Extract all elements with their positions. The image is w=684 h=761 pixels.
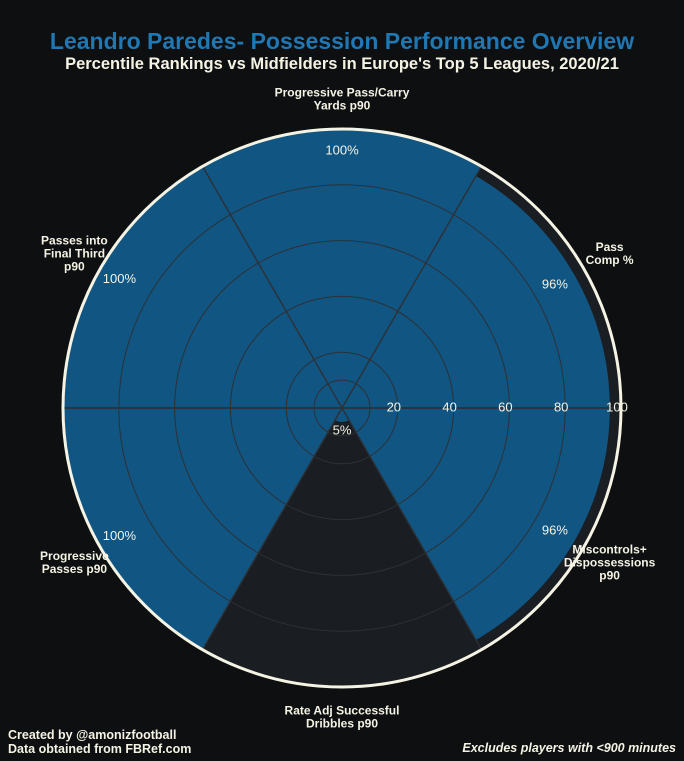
- value-label-5: 100%: [103, 271, 137, 286]
- category-label-3: Rate Adj Successful Dribbles p90: [285, 704, 400, 731]
- spoke-2: [341, 407, 483, 650]
- radial-tick-40: 40: [442, 399, 456, 414]
- category-label-line: Rate Adj Successful: [285, 704, 400, 718]
- footer-credits: Created by @amonizfootball Data obtained…: [8, 728, 191, 756]
- category-label-line: Dribbles p90: [306, 717, 378, 731]
- bar-2: [342, 408, 610, 640]
- bar-5: [63, 166, 342, 408]
- bar-3: [335, 408, 349, 422]
- category-label-line: Final Third: [44, 247, 105, 261]
- radial-tick-80: 80: [554, 399, 568, 414]
- category-label-line: p90: [64, 260, 85, 274]
- category-label-line: Progressive Pass/Carry: [275, 86, 410, 100]
- radial-tick-20: 20: [387, 399, 401, 414]
- spoke-3: [201, 407, 343, 650]
- value-label-1: 96%: [542, 277, 568, 292]
- footer-note: Excludes players with <900 minutes: [462, 741, 676, 755]
- chart-title: Leandro Paredes- Possession Performance …: [49, 28, 635, 54]
- radial-tick-100: 100: [606, 399, 628, 414]
- category-label-line: Miscontrols+: [572, 543, 646, 557]
- category-label-0: Progressive Pass/Carry Yards p90: [275, 86, 410, 113]
- category-label-line: Dispossessions: [564, 556, 656, 570]
- category-label-1: Pass Comp %: [586, 240, 634, 267]
- outer-ring: [61, 127, 623, 689]
- spoke-0: [341, 166, 483, 409]
- value-label-0: 100%: [325, 142, 359, 157]
- category-label-line: Progressive: [40, 549, 109, 563]
- bar-4: [63, 408, 342, 650]
- bar-0: [202, 129, 482, 408]
- category-label-5: Passes into Final Third p90: [41, 234, 108, 274]
- category-label-4: Progressive Passes p90: [40, 549, 109, 576]
- chart-subtitle: Percentile Rankings vs Midfielders in Eu…: [65, 55, 619, 73]
- value-label-4: 100%: [103, 528, 137, 543]
- category-label-2: Miscontrols+ Dispossessions p90: [564, 543, 656, 583]
- bar-1: [342, 176, 610, 408]
- spoke-5: [201, 166, 343, 409]
- footer-credit: Created by @amonizfootball: [8, 728, 177, 742]
- footer-source: Data obtained from FBRef.com: [8, 742, 192, 756]
- category-label-line: Passes p90: [42, 562, 108, 576]
- value-label-3: 5%: [333, 422, 352, 437]
- value-label-2: 96%: [542, 522, 568, 537]
- category-label-line: Passes into: [41, 234, 108, 248]
- radial-tick-60: 60: [498, 399, 512, 414]
- category-label-line: Pass: [596, 240, 624, 254]
- category-label-line: Comp %: [586, 253, 634, 267]
- category-label-line: p90: [599, 569, 620, 583]
- category-label-line: Yards p90: [314, 99, 371, 113]
